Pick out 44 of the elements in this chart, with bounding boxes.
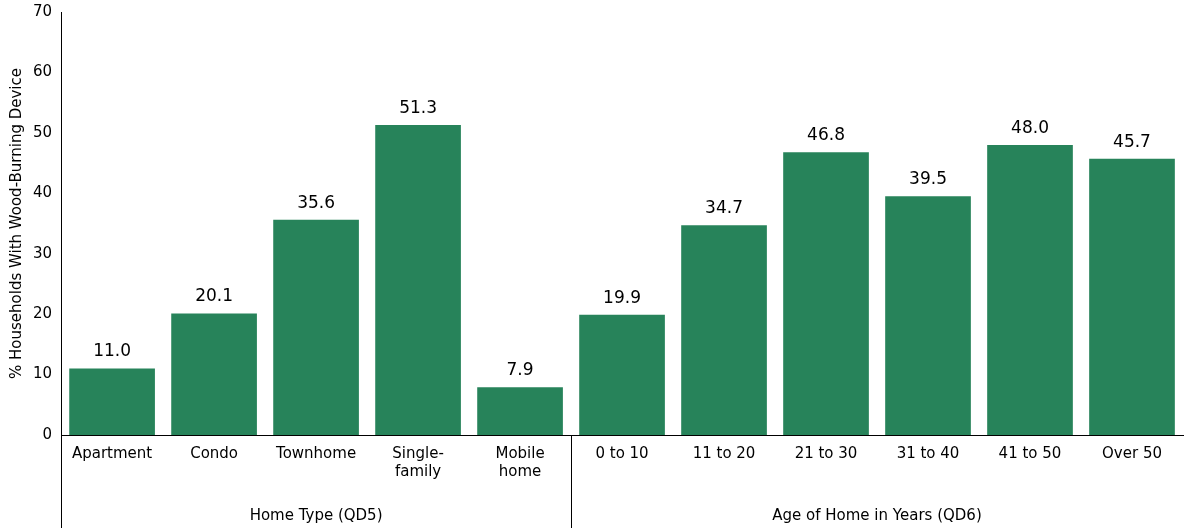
bar: [579, 314, 665, 435]
data-label: 48.0: [1011, 116, 1049, 137]
bar: [477, 387, 563, 435]
x-tick-label: 41 to 50: [998, 443, 1062, 462]
text: Home Type (QD5): [249, 505, 383, 524]
x-tick-label: Single-family: [392, 443, 444, 480]
y-tick-label: 10: [32, 364, 53, 383]
y-tick-label: 30: [32, 243, 53, 262]
x-tick-label: Apartment: [71, 443, 153, 462]
data-label: 20.1: [195, 285, 233, 306]
bar: [273, 219, 359, 435]
data-label: 11.0: [93, 340, 132, 361]
bar: [987, 144, 1073, 435]
x-tick-label: 21 to 30: [794, 443, 858, 462]
bar: [1089, 158, 1175, 435]
x-tick-label: Over 50: [1102, 443, 1162, 462]
y-axis-title: % Households With Wood-Burning Device: [6, 68, 25, 379]
y-tick-label: 20: [32, 304, 53, 323]
y-tick-label: 50: [32, 122, 53, 141]
x-tick-label: 11 to 20: [692, 443, 756, 462]
bar: [171, 313, 257, 435]
bar: [375, 125, 461, 435]
data-label: 39.5: [909, 168, 947, 189]
data-label: 7.9: [506, 359, 534, 380]
data-label: 45.7: [1113, 130, 1151, 151]
y-tick-label: 70: [32, 1, 53, 20]
x-tick-label: 0 to 10: [595, 443, 649, 462]
bar: [69, 368, 155, 435]
x-tick-label: Mobile home: [495, 443, 545, 480]
y-tick-label: 0: [42, 424, 53, 443]
y-tick-label: 60: [32, 62, 53, 81]
text: Age of Home in Years (QD6): [772, 505, 982, 524]
data-label: 35.6: [297, 191, 335, 212]
x-tick-label: 31 to 40: [896, 443, 960, 462]
data-label: 51.3: [399, 96, 437, 117]
y-tick-label: 40: [32, 183, 53, 202]
data-label: 19.9: [603, 286, 641, 307]
x-tick-label: Townhome: [275, 443, 357, 462]
data-label: 34.7: [705, 197, 743, 218]
bar: [885, 196, 971, 435]
bar: [681, 225, 767, 435]
x-tick-label: Condo: [190, 443, 238, 462]
data-label: 46.8: [807, 124, 845, 145]
bar: [783, 152, 869, 435]
